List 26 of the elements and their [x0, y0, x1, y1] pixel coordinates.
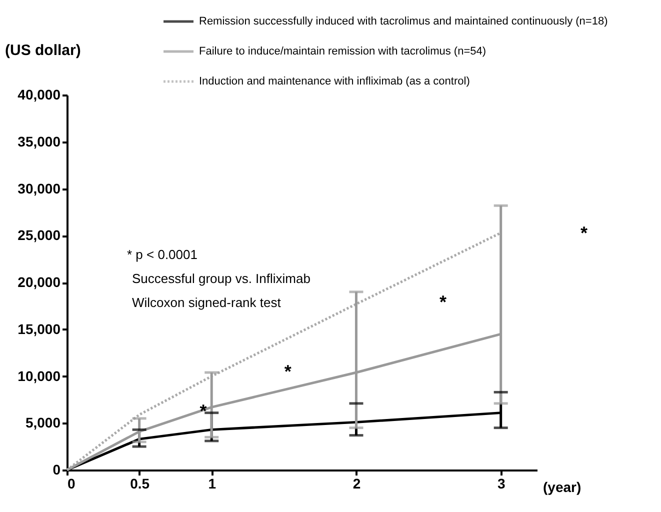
legend-label: Failure to induce/maintain remission with tacrolimus (n=54) — [199, 46, 486, 58]
legend-label: Induction and maintenance with infliximab (as a control) — [199, 76, 470, 88]
y-tick-label: 0 — [52, 462, 61, 478]
y-tick-label: 25,000 — [18, 227, 61, 244]
annotation: * — [200, 400, 207, 421]
x-tick-label: 0 — [68, 476, 76, 492]
x-tick-label: 2 — [352, 476, 361, 492]
annotation: Successful group vs. Infliximab — [132, 271, 310, 286]
x-tick-label: 1 — [208, 476, 216, 492]
annotation: * — [284, 362, 292, 382]
x-axis-title: (year) — [543, 479, 582, 495]
y-tick-label: 5,000 — [25, 414, 61, 431]
y-tick-label: 30,000 — [18, 180, 61, 196]
y-tick-label: 40,000 — [18, 86, 61, 102]
y-tick-label: 15,000 — [18, 320, 61, 337]
annotation: * p < 0.0001 — [127, 247, 198, 262]
text: * — [580, 222, 588, 243]
annotation: * — [439, 292, 447, 312]
y-tick-label: 20,000 — [18, 274, 61, 290]
legend-label: Remission successfully induced with tacrolimus and maintained continuously (n=18) — [199, 16, 608, 28]
x-tick-label: 3 — [497, 476, 506, 492]
annotation: Wilcoxon signed-rank test — [132, 295, 282, 310]
y-tick-label: 35,000 — [18, 133, 61, 150]
y-tick-label: 10,000 — [18, 368, 61, 384]
y-axis-title: (US dollar) — [5, 42, 81, 59]
x-tick-label: 0.5 — [130, 476, 150, 492]
